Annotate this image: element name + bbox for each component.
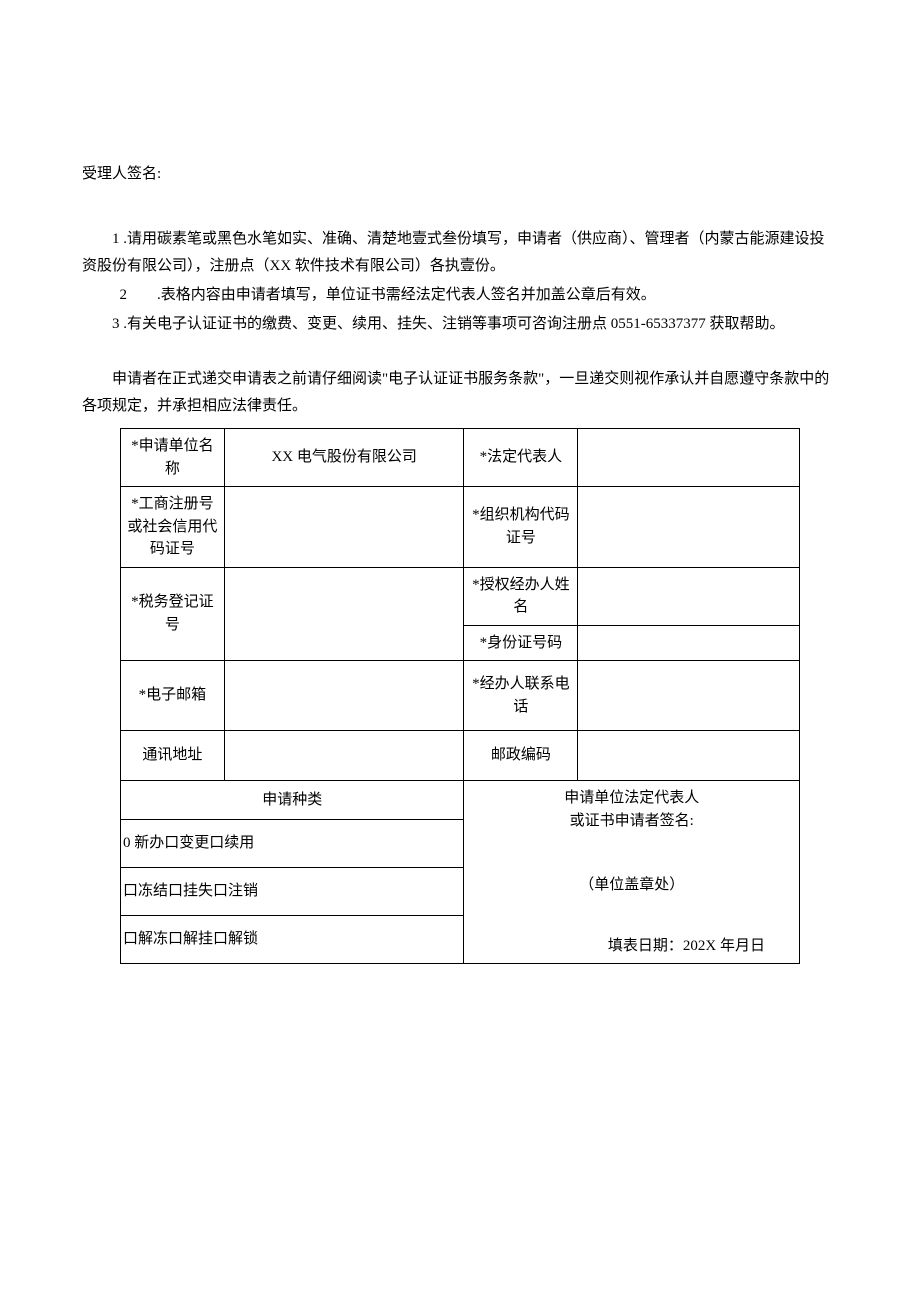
value-company-name: XX 电气股份有限公司 (224, 429, 464, 487)
application-form-table: *申请单位名称 XX 电气股份有限公司 *法定代表人 *工商注册号或社会信用代码… (120, 428, 800, 964)
value-org-code (578, 487, 800, 568)
preface: 申请者在正式递交申请表之前请仔细阅读"电子认证证书服务条款"，一旦递交则视作承认… (82, 366, 838, 420)
label-legal-rep: *法定代表人 (464, 429, 578, 487)
label-biz-reg: *工商注册号或社会信用代码证号 (121, 487, 225, 568)
label-email: *电子邮箱 (121, 661, 225, 731)
sign-line-1: 申请单位法定代表人 (468, 787, 795, 810)
label-postcode: 邮政编码 (464, 731, 578, 781)
instructions-block: 1 .请用碳素笔或黑色水笔如实、准确、清楚地壹式叁份填写，申请者（供应商）、管理… (82, 226, 838, 338)
label-company-name: *申请单位名称 (121, 429, 225, 487)
label-handler-phone: *经办人联系电话 (464, 661, 578, 731)
fill-date: 填表日期：202X 年月日 (468, 935, 795, 958)
label-address: 通讯地址 (121, 731, 225, 781)
sign-line-2: 或证书申请者签名: (468, 810, 795, 833)
value-address (224, 731, 464, 781)
note-2: 2 .表格内容由申请者填写，单位证书需经法定代表人签名并加盖公章后有效。 (82, 282, 838, 309)
value-postcode (578, 731, 800, 781)
value-handler-phone (578, 661, 800, 731)
table-row: *税务登记证号 *授权经办人姓名 (121, 567, 800, 625)
value-email (224, 661, 464, 731)
table-row: 通讯地址 邮政编码 (121, 731, 800, 781)
note-1: 1 .请用碳素笔或黑色水笔如实、准确、清楚地壹式叁份填写，申请者（供应商）、管理… (82, 226, 838, 280)
value-handler-name (578, 567, 800, 625)
apptype-row-3: 口解冻口解挂口解锁 (121, 916, 464, 964)
table-row: *申请单位名称 XX 电气股份有限公司 *法定代表人 (121, 429, 800, 487)
table-row: 申请种类 申请单位法定代表人 或证书申请者签名: （单位盖章处） 填表日期：20… (121, 781, 800, 820)
apptype-row-1: 0 新办口变更口续用 (121, 820, 464, 868)
table-row: *工商注册号或社会信用代码证号 *组织机构代码证号 (121, 487, 800, 568)
label-org-code: *组织机构代码证号 (464, 487, 578, 568)
label-id-number: *身份证号码 (464, 625, 578, 661)
value-id-number (578, 625, 800, 661)
signature-block-cell: 申请单位法定代表人 或证书申请者签名: （单位盖章处） 填表日期：202X 年月… (464, 781, 800, 964)
value-biz-reg (224, 487, 464, 568)
apptype-row-2: 口冻结口挂失口注销 (121, 868, 464, 916)
value-tax-reg (224, 567, 464, 661)
note-3: 3 .有关电子认证证书的缴费、变更、续用、挂失、注销等事项可咨询注册点 0551… (82, 311, 838, 338)
stamp-placeholder: （单位盖章处） (468, 874, 795, 897)
table-row: *电子邮箱 *经办人联系电话 (121, 661, 800, 731)
label-app-type: 申请种类 (121, 781, 464, 820)
label-tax-reg: *税务登记证号 (121, 567, 225, 661)
label-handler-name: *授权经办人姓名 (464, 567, 578, 625)
acceptor-signature: 受理人签名: (82, 162, 838, 186)
value-legal-rep (578, 429, 800, 487)
